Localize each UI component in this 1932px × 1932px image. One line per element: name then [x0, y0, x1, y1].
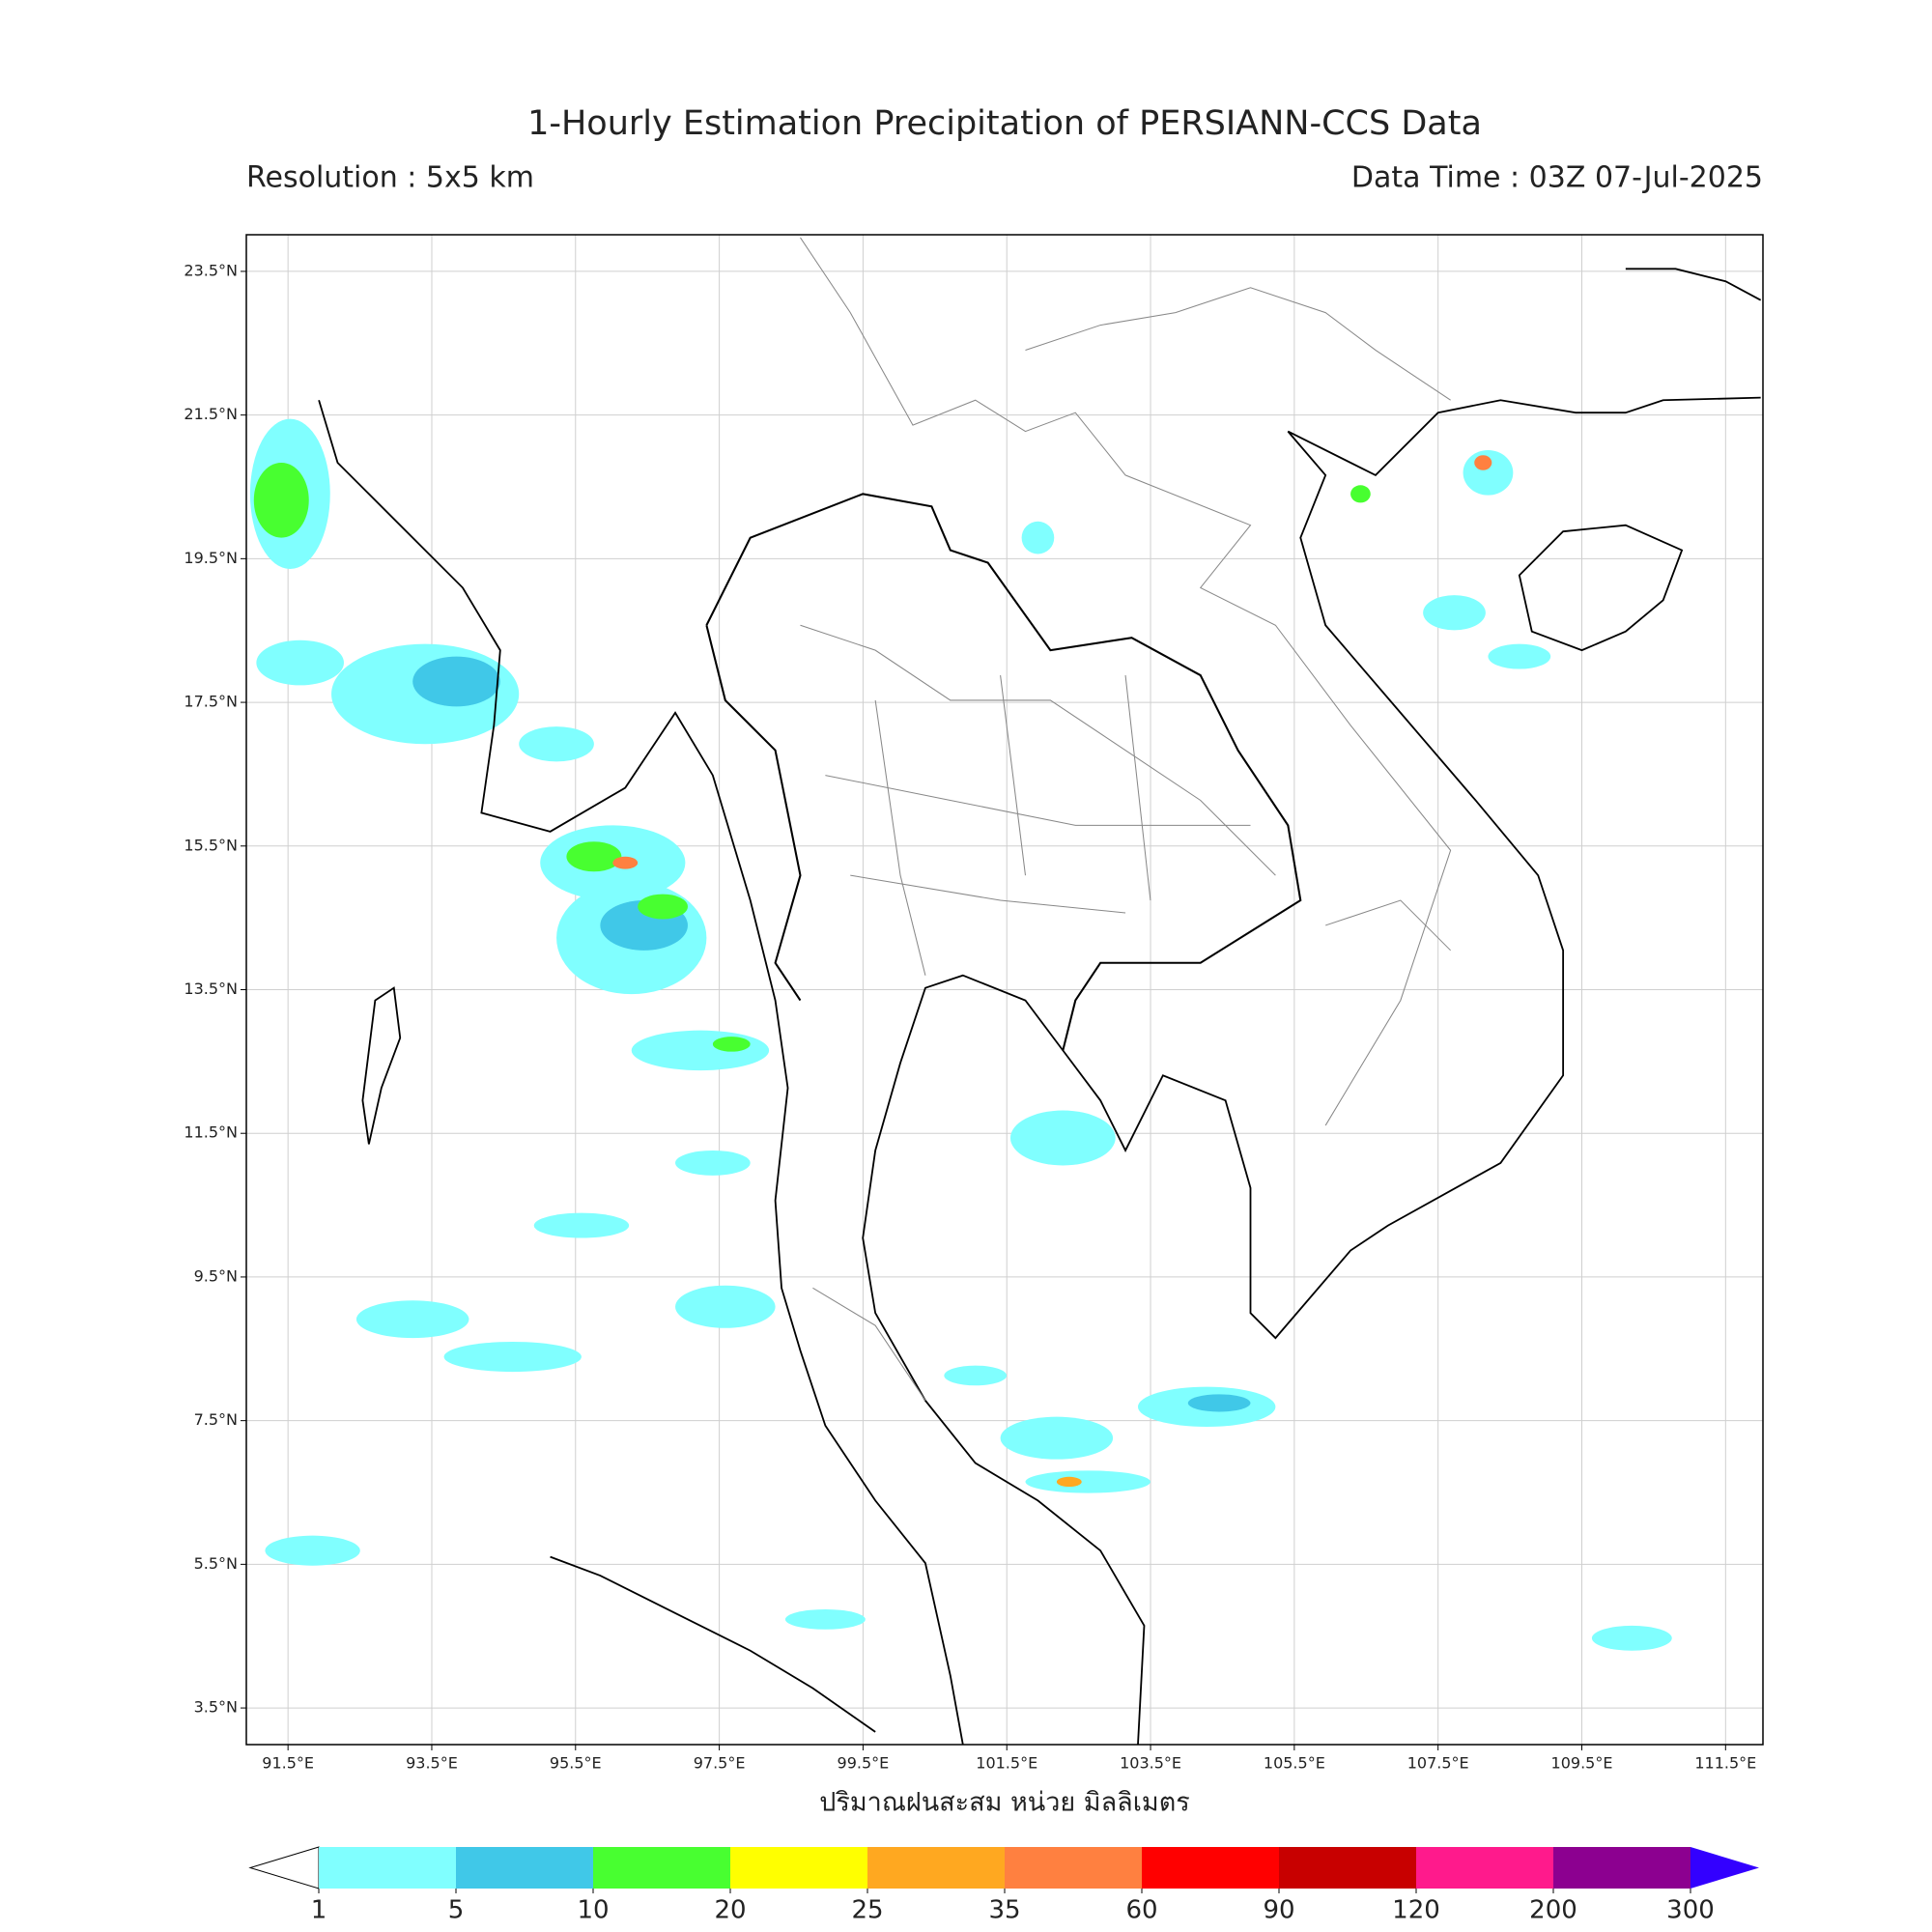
y-tick-label: 11.5°N: [184, 1123, 238, 1142]
rain-cell: [1021, 521, 1055, 554]
rain-cell: [784, 1609, 866, 1630]
y-tick-label: 17.5°N: [184, 693, 238, 711]
rain-cell: [1187, 1394, 1251, 1412]
rain-cell: [675, 1285, 776, 1328]
x-tick-label: 107.5°E: [1407, 1754, 1469, 1773]
y-tick-label: 19.5°N: [184, 549, 238, 567]
colorbar-tick-label: 35: [988, 1896, 1020, 1925]
rain-cell: [253, 462, 309, 538]
map-layer: [249, 237, 1762, 1745]
x-tick-label: 95.5°E: [550, 1754, 602, 1773]
colorbar-label: ปริมาณฝนสะสม หน่วย มิลลิเมตร: [819, 1788, 1190, 1818]
rain-cell: [675, 1150, 751, 1176]
colorbar-segment: [1416, 1847, 1553, 1889]
rain-cell: [1025, 1470, 1151, 1493]
rain-cell: [1423, 595, 1486, 631]
rain-cell: [519, 726, 594, 762]
border: [705, 624, 802, 1002]
rain-cell: [1000, 1416, 1114, 1460]
rain-cell: [412, 656, 500, 707]
rain-cell: [533, 1212, 630, 1238]
x-tick-label: 105.5°E: [1264, 1754, 1325, 1773]
admin-border: [800, 624, 1276, 1402]
colorbar-tick-label: 90: [1263, 1896, 1294, 1925]
rain-cell: [944, 1365, 1008, 1386]
rain-cell: [1009, 1110, 1116, 1166]
ticks: 91.5°E 93.5°E 95.5°E 97.5°E 99.5°E 101.5°E 103…: [184, 261, 1756, 1772]
rain-cell: [638, 894, 688, 920]
colorbar-tick-label: 200: [1529, 1896, 1577, 1925]
x-tick-label: 101.5°E: [976, 1754, 1037, 1773]
rain-cells: [249, 418, 1672, 1651]
y-tick-label: 7.5°N: [194, 1410, 238, 1429]
rain-cell: [566, 841, 622, 872]
colorbar-segment: [319, 1847, 456, 1889]
colorbar-tick-label: 60: [1125, 1896, 1157, 1925]
colorbar-segment: [1553, 1847, 1690, 1889]
colorbar-segment: [1279, 1847, 1416, 1889]
colorbar-tick-label: 10: [577, 1896, 609, 1925]
country-border: [705, 493, 1302, 1051]
rain-cell: [1350, 485, 1371, 503]
colorbar-tick-label: 20: [714, 1896, 746, 1925]
colorbar-segment: [1005, 1847, 1142, 1889]
rain-cell: [355, 1300, 469, 1339]
admin-border: [800, 237, 1452, 1126]
coastline: [550, 1555, 876, 1733]
rain-cell: [1474, 455, 1492, 470]
colorbar-segment: [593, 1847, 730, 1889]
x-tick-label: 99.5°E: [838, 1754, 890, 1773]
colorbar-tick-label: 25: [851, 1896, 883, 1925]
x-tick-label: 103.5°E: [1120, 1754, 1181, 1773]
colorbar-tick-label: 120: [1392, 1896, 1440, 1925]
y-tick-label: 3.5°N: [194, 1698, 238, 1717]
rain-cell: [612, 856, 639, 869]
colorbar-segment: [730, 1847, 867, 1889]
rain-cell: [256, 639, 344, 686]
title: 1-Hourly Estimation Precipitation of PER…: [527, 104, 1482, 143]
y-tick-label: 9.5°N: [194, 1266, 238, 1285]
data-time: Data Time : 03Z 07-Jul-2025: [1351, 161, 1763, 195]
colorbar-under: [248, 1846, 320, 1889]
colorbar-tick-label: 5: [448, 1896, 465, 1925]
y-tick-label: 15.5°N: [184, 836, 238, 854]
colorbar-tick-label: 1: [311, 1896, 327, 1925]
y-tick-label: 21.5°N: [184, 405, 238, 423]
grid: [246, 235, 1763, 1745]
colorbar: 1 5 10 20 25 35 60 90 120 200 300: [248, 1846, 1759, 1925]
coastline: [1625, 268, 1762, 301]
y-tick-label: 23.5°N: [184, 261, 238, 279]
rain-cell: [631, 1030, 770, 1071]
rain-cell: [1591, 1625, 1672, 1651]
rain-cell: [1488, 643, 1551, 669]
border: [705, 493, 1302, 1051]
coastline: [862, 396, 1761, 1745]
admin-borders: [800, 237, 1452, 1402]
x-tick-label: 97.5°E: [694, 1754, 746, 1773]
colorbar-segment: [867, 1847, 1005, 1889]
resolution: Resolution : 5x5 km: [246, 161, 534, 195]
colorbar-tick-label: 300: [1666, 1896, 1715, 1925]
rain-cell: [265, 1535, 360, 1566]
rain-cell: [1056, 1476, 1082, 1488]
x-tick-label: 111.5°E: [1694, 1754, 1756, 1773]
x-tick-label: 109.5°E: [1551, 1754, 1613, 1773]
island: [361, 986, 402, 1145]
rain-cell: [443, 1341, 582, 1373]
x-tick-label: 91.5°E: [262, 1754, 314, 1773]
coastlines: [318, 268, 1762, 1745]
island: [1518, 524, 1684, 652]
colorbar-segment: [456, 1847, 593, 1889]
coastline: [318, 399, 964, 1745]
rain-cell: [712, 1037, 751, 1052]
y-tick-label: 5.5°N: [194, 1554, 238, 1573]
y-tick-label: 13.5°N: [184, 980, 238, 998]
colorbar-over: [1690, 1847, 1759, 1889]
colorbar-segment: [1142, 1847, 1279, 1889]
x-tick-label: 93.5°E: [406, 1754, 458, 1773]
